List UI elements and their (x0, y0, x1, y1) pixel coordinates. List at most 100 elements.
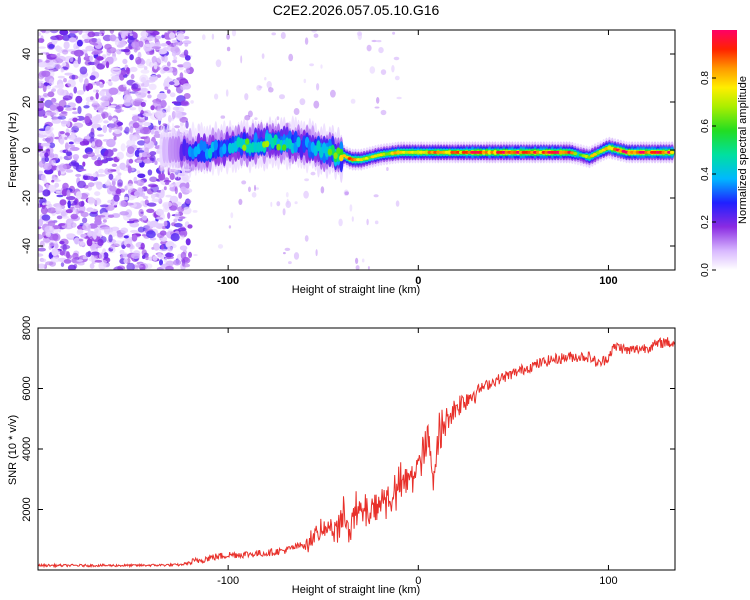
noise-speck (288, 261, 292, 265)
noise-speck (102, 125, 108, 133)
noise-speck (366, 218, 369, 226)
noise-speck (163, 186, 167, 191)
noise-speck (63, 41, 70, 50)
noise-speck (38, 218, 44, 227)
noise-speck (121, 252, 129, 261)
noise-speck (61, 111, 68, 115)
snr-x-ticks: -100 0 100 (217, 328, 618, 587)
noise-speck (183, 36, 190, 40)
noise-speck (66, 120, 71, 128)
noise-speck (65, 128, 70, 134)
noise-speck (293, 252, 300, 260)
noise-speck (154, 130, 159, 136)
noise-speck (152, 256, 158, 261)
noise-speck (315, 249, 318, 257)
noise-speck (76, 39, 83, 47)
noise-speck (355, 257, 359, 264)
noise-speck (371, 39, 378, 43)
noise-speck (137, 64, 146, 69)
snr-y-ticks: 2000 4000 6000 8000 (21, 316, 675, 522)
snr-y-label: SNR (10 * v/v) (7, 415, 19, 485)
noise-speck (107, 105, 117, 108)
noise-speck (72, 154, 80, 160)
noise-speck (48, 44, 55, 49)
noise-speck (349, 204, 353, 212)
noise-speck (108, 234, 113, 243)
noise-speck (89, 75, 96, 81)
noise-speck (99, 90, 105, 97)
noise-speck (231, 30, 237, 37)
noise-speck (91, 51, 99, 55)
noise-speck (357, 32, 362, 41)
noise-speck (151, 198, 161, 203)
x-tick-label: 100 (599, 575, 617, 587)
noise-speck (136, 179, 145, 186)
noise-speck (40, 206, 48, 215)
noise-speck (294, 201, 298, 205)
noise-speck (169, 195, 179, 204)
noise-speck (39, 240, 45, 248)
noise-speck (156, 35, 162, 40)
noise-speck (172, 67, 178, 76)
noise-speck (120, 254, 124, 260)
noise-speck (184, 43, 189, 47)
spectrogram-chart: -100 0 100 40 20 0 -20 -40 Height of straight … (7, 29, 676, 296)
noise-speck (247, 110, 253, 118)
noise-speck (75, 137, 84, 142)
noise-speck (44, 168, 54, 175)
noise-speck (91, 141, 96, 148)
noise-speck (54, 182, 60, 188)
noise-speck (38, 102, 45, 108)
noise-speck (94, 219, 102, 226)
noise-speck (72, 107, 77, 111)
noise-speck (38, 247, 46, 252)
noise-speck (38, 46, 46, 49)
noise-speck (144, 43, 152, 47)
noise-speck (101, 226, 111, 230)
noise-speck (164, 86, 169, 91)
noise-speck (50, 54, 57, 58)
noise-speck (391, 65, 395, 73)
noise-speck (123, 48, 130, 53)
noise-speck (285, 192, 289, 198)
noise-speck (41, 258, 47, 263)
noise-speck (190, 100, 194, 104)
noise-speck (143, 122, 151, 127)
y-tick-label: -20 (21, 190, 33, 206)
noise-speck (57, 88, 65, 96)
noise-speck (279, 94, 285, 100)
noise-speck (132, 122, 140, 129)
noise-speck (116, 165, 120, 174)
noise-speck (48, 78, 55, 86)
noise-speck (126, 262, 135, 270)
noise-speck (147, 94, 152, 99)
noise-speck (60, 120, 69, 125)
noise-speck (68, 135, 76, 140)
noise-speck (228, 225, 232, 229)
noise-speck (62, 95, 73, 101)
noise-speck (103, 252, 109, 259)
noise-speck (45, 60, 50, 63)
noise-speck (145, 30, 154, 34)
y-tick-label: 6000 (21, 376, 33, 400)
noise-speck (107, 214, 115, 218)
noise-speck (73, 264, 78, 269)
noise-speck (146, 230, 156, 239)
noise-speck (148, 61, 154, 68)
noise-speck (77, 106, 82, 114)
y-tick-label: 0 (21, 147, 33, 153)
noise-speck (56, 53, 61, 57)
colorbar-ticks: 0.0 0.2 0.4 0.6 0.8 (700, 71, 716, 277)
noise-speck (51, 97, 57, 103)
noise-speck (44, 152, 49, 158)
noise-speck (163, 220, 168, 227)
noise-speck (214, 93, 219, 100)
noise-speck (44, 225, 55, 233)
noise-speck (174, 125, 181, 129)
noise-speck (78, 210, 84, 214)
noise-speck (50, 35, 60, 40)
noise-speck (152, 242, 160, 251)
noise-speck (144, 147, 150, 154)
noise-speck (96, 127, 103, 131)
ridge-cell (207, 147, 213, 159)
